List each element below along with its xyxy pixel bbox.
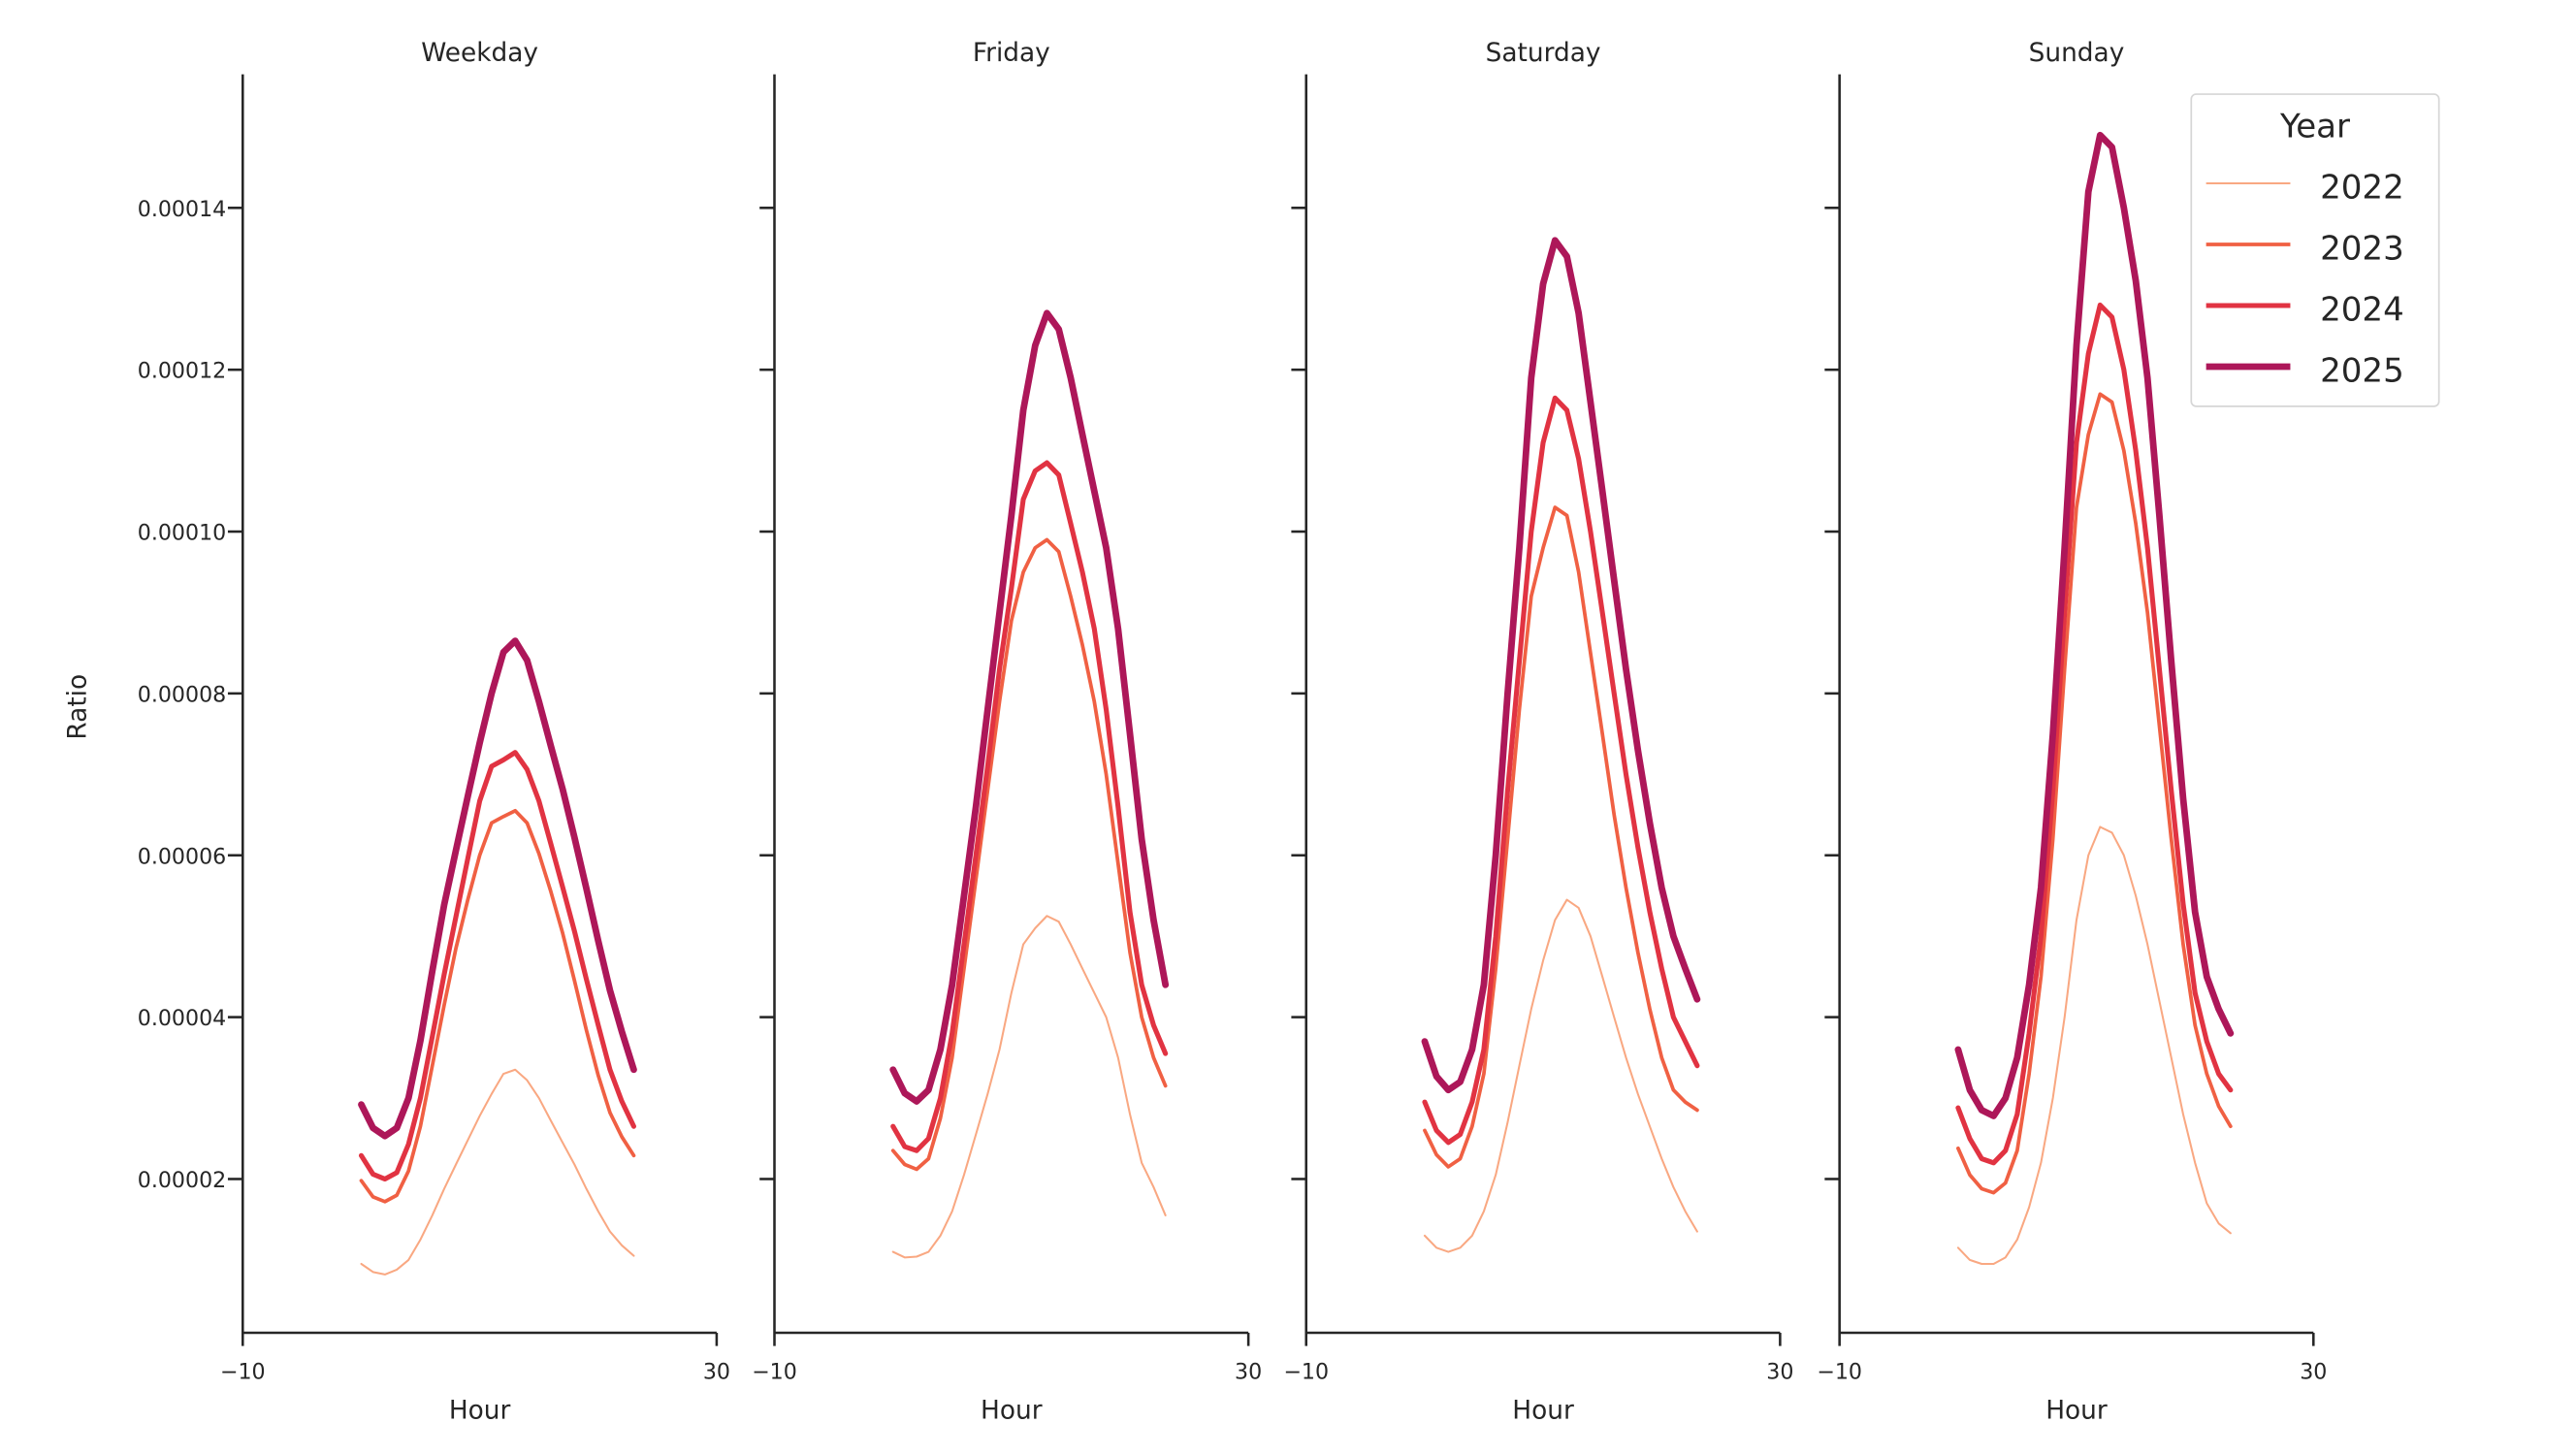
x-tick-label: −10 [752,1360,797,1385]
series-line-2025 [358,637,637,1140]
y-tick-label: 0.00014 [138,197,227,222]
legend-label: 2025 [2320,351,2404,390]
x-tick-label: 30 [1235,1360,1262,1385]
series-line-2025 [1954,131,2235,1119]
y-tick-label: 0.00002 [138,1168,227,1193]
series-line-2024 [358,750,636,1182]
panel-title: Weekday [421,39,538,68]
legend-title: Year [2279,107,2350,146]
panel-title: Saturday [1486,39,1601,68]
y-tick-label: 0.00012 [138,359,227,384]
series-line-2022 [1956,825,2232,1266]
x-tick-label: −10 [1283,1360,1329,1385]
panel-friday: Friday −10 30 Hour [752,39,1262,1426]
legend-box [2190,93,2440,407]
panel-sunday: Sunday −10 30 Hour [1817,39,2327,1426]
series-line-2023 [1956,392,2233,1195]
y-tick-label: 0.00006 [138,844,227,869]
panel-title: Friday [973,39,1050,68]
x-tick-label: 30 [2300,1360,2327,1385]
series-line-2025 [889,309,1170,1105]
x-tick-label: 30 [1766,1360,1793,1385]
series-line-2023 [1423,505,1699,1169]
y-tick-label: 0.00010 [138,521,227,546]
y-tick-label: 0.00004 [138,1006,227,1031]
x-axis-label: Hour [981,1397,1043,1426]
legend-label: 2024 [2320,290,2404,329]
series-line-2022 [891,915,1167,1259]
x-axis-label: Hour [1512,1397,1574,1426]
panel-title: Sunday [2029,39,2125,68]
x-tick-label: 30 [703,1360,730,1385]
panel-weekday: Weekday 0.00002 0.00004 0.00006 0.00008 0.000… [64,39,730,1426]
x-axis-label: Hour [2045,1397,2108,1426]
series-line-2024 [1422,395,1700,1146]
series-line-2024 [1955,302,2234,1166]
series-line-2022 [1423,898,1698,1253]
series-line-2022 [360,1068,635,1276]
panel-saturday: Saturday −10 30 Hour [1283,39,1793,1426]
y-axis-label: Ratio [64,674,93,740]
series-line-2023 [890,537,1168,1172]
y-tick-label: 0.00008 [138,682,227,707]
x-tick-label: −10 [220,1360,266,1385]
series-line-2023 [359,808,636,1204]
series-line-2024 [890,460,1169,1153]
x-axis-label: Hour [449,1397,511,1426]
x-tick-label: −10 [1817,1360,1862,1385]
series-line-2025 [1421,237,1701,1094]
legend-label: 2022 [2320,168,2404,207]
legend: Year 2022 2023 2024 2025 [2190,93,2440,407]
legend-label: 2023 [2320,229,2404,268]
